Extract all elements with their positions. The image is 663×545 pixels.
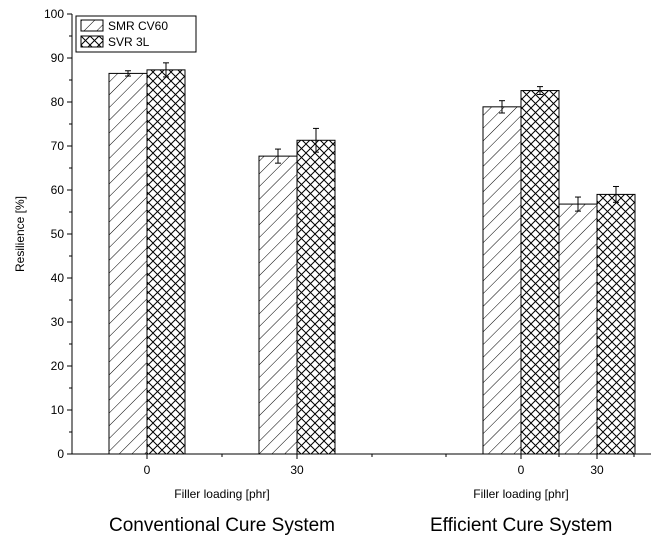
legend-label: SVR 3L xyxy=(108,35,150,49)
y-tick-label: 10 xyxy=(51,403,65,417)
x-tick-label: 30 xyxy=(590,463,604,477)
y-tick-label: 0 xyxy=(57,447,64,461)
y-tick-label: 80 xyxy=(51,95,65,109)
y-tick-label: 20 xyxy=(51,359,65,373)
bar-svr-3l xyxy=(520,90,560,455)
group-label: Efficient Cure System xyxy=(430,515,613,536)
y-tick-label: 40 xyxy=(51,271,65,285)
y-tick-label: 90 xyxy=(51,51,65,65)
y-tick-label: 60 xyxy=(51,183,65,197)
bar-svr-3l xyxy=(596,193,636,455)
legend-swatch xyxy=(80,19,104,32)
x-tick-label: 30 xyxy=(290,463,304,477)
bar-smr-cv60 xyxy=(258,155,298,455)
x-tick-label: 0 xyxy=(144,463,151,477)
y-tick-label: 50 xyxy=(51,227,65,241)
x-axis-label: Filler loading [phr] xyxy=(473,487,568,501)
bar-svr-3l xyxy=(296,139,336,455)
group-label: Conventional Cure System xyxy=(109,515,335,536)
bar-smr-cv60 xyxy=(558,203,598,455)
bar-smr-cv60 xyxy=(482,106,522,455)
y-tick-label: 70 xyxy=(51,139,65,153)
x-axis-label: Filler loading [phr] xyxy=(174,487,269,501)
y-tick-label: 100 xyxy=(44,7,64,21)
y-axis-label: Resilience [%] xyxy=(13,196,27,272)
bar-smr-cv60 xyxy=(108,72,148,455)
y-tick-label: 30 xyxy=(51,315,65,329)
x-tick-label: 0 xyxy=(518,463,525,477)
legend-label: SMR CV60 xyxy=(108,19,168,33)
bar-svr-3l xyxy=(146,69,186,455)
legend-swatch xyxy=(80,35,104,48)
